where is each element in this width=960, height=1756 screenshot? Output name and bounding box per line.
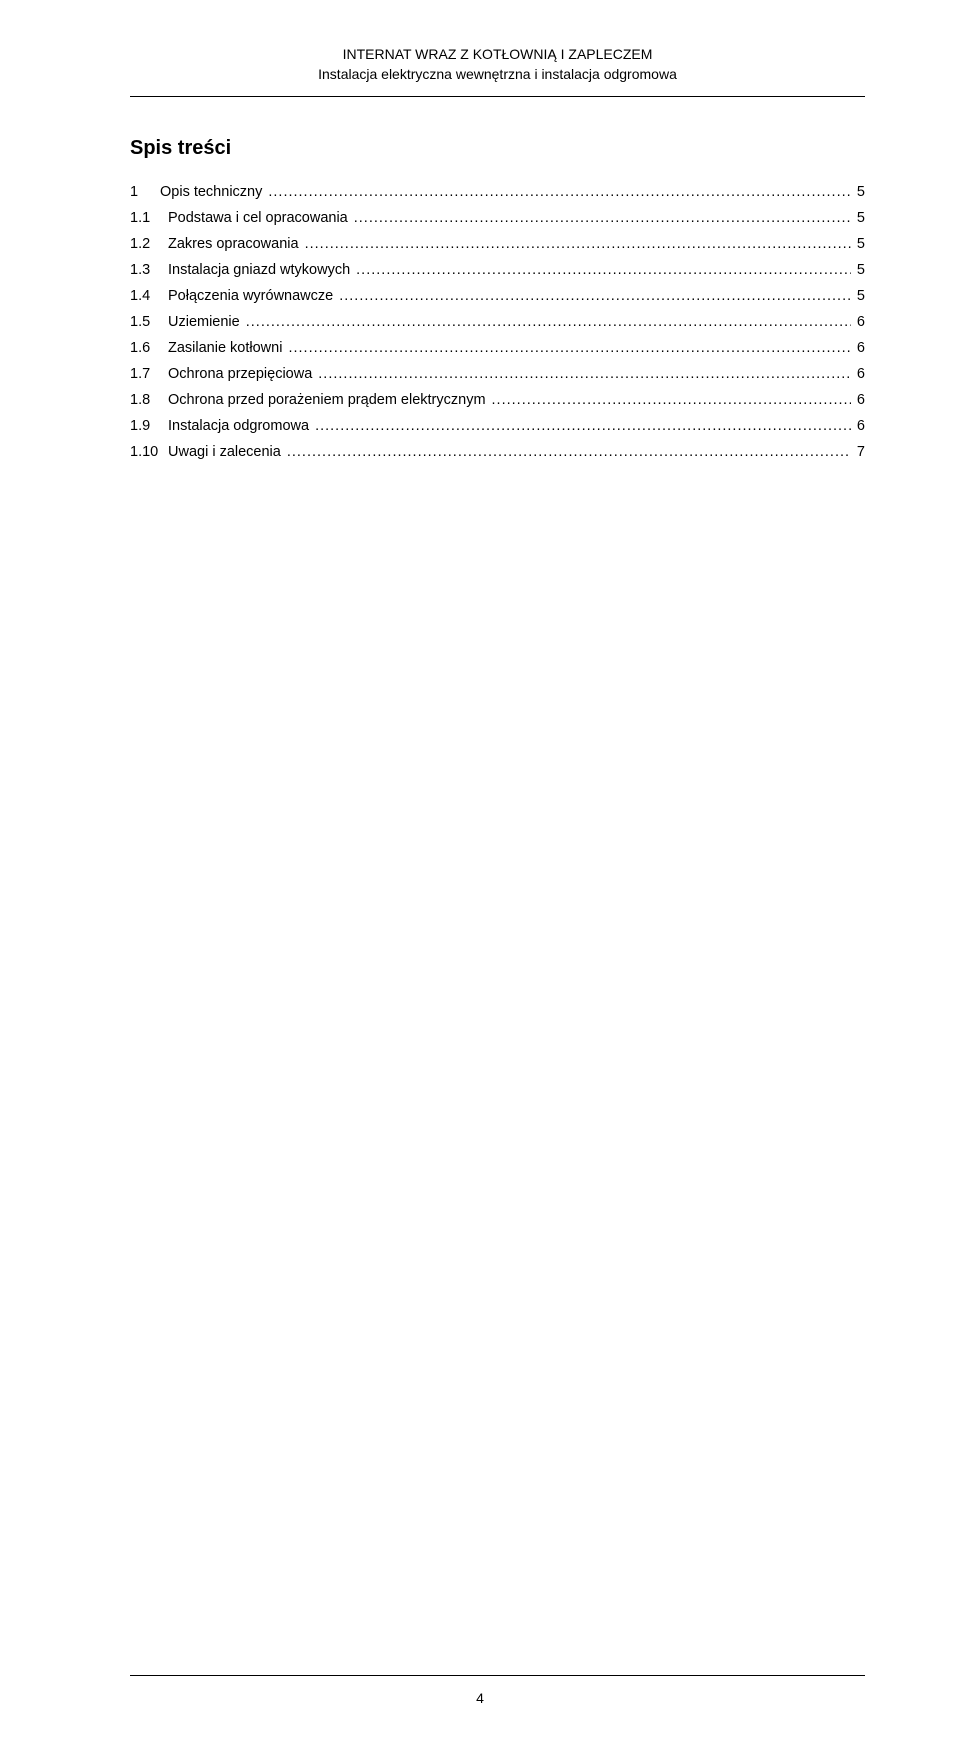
toc-item: 1.10Uwagi i zalecenia 7 (130, 444, 865, 460)
toc-item-page: 5 (857, 236, 865, 252)
toc-item-page: 5 (857, 184, 865, 200)
toc-item-label: Zakres opracowania (168, 236, 299, 252)
toc-item-number: 1.9 (130, 418, 168, 434)
toc-item: 1.7Ochrona przepięciowa 6 (130, 366, 865, 382)
toc-item-page: 6 (857, 366, 865, 382)
footer-divider (130, 1675, 865, 1676)
toc-item: 1.6Zasilanie kotłowni 6 (130, 340, 865, 356)
header-divider (130, 96, 865, 97)
toc-item: 1.4Połączenia wyrównawcze 5 (130, 288, 865, 304)
toc-item: 1.5Uziemienie 6 (130, 314, 865, 330)
toc-item-page: 5 (857, 210, 865, 226)
toc-list: 1Opis techniczny51.1Podstawa i cel oprac… (130, 184, 865, 460)
toc-item-page: 5 (857, 288, 865, 304)
toc-item: 1.2Zakres opracowania 5 (130, 236, 865, 252)
toc-item-page: 5 (857, 262, 865, 278)
toc-item-label: Ochrona przed porażeniem prądem elektryc… (168, 392, 486, 408)
toc-title: Spis treści (130, 137, 865, 160)
toc-item-number: 1.4 (130, 288, 168, 304)
toc-item-label: Uwagi i zalecenia (168, 444, 281, 460)
toc-item-leader (268, 184, 851, 200)
toc-item-page: 6 (857, 314, 865, 330)
toc-item-number: 1.7 (130, 366, 168, 382)
toc-item-number: 1.3 (130, 262, 168, 278)
toc-item-leader (246, 314, 851, 330)
toc-item-page: 7 (857, 444, 865, 460)
toc-item-page: 6 (857, 392, 865, 408)
toc-item-label: Połączenia wyrównawcze (168, 288, 333, 304)
toc-item-number: 1.10 (130, 444, 168, 460)
toc-item-leader (287, 444, 851, 460)
toc-item-label: Ochrona przepięciowa (168, 366, 312, 382)
toc-item-leader (356, 262, 851, 278)
toc-item: 1.9Instalacja odgromowa 6 (130, 418, 865, 434)
toc-item-leader (318, 366, 851, 382)
toc-item: 1Opis techniczny 5 (130, 184, 865, 200)
page-number: 4 (0, 1690, 960, 1706)
toc-item: 1.1Podstawa i cel opracowania 5 (130, 210, 865, 226)
toc-item-label: Instalacja gniazd wtykowych (168, 262, 350, 278)
toc-item-label: Instalacja odgromowa (168, 418, 309, 434)
toc-item-number: 1.1 (130, 210, 168, 226)
toc-item-label: Opis techniczny (160, 184, 262, 200)
toc-item-leader (339, 288, 851, 304)
toc-item-leader (315, 418, 851, 434)
toc-item-leader (354, 210, 851, 226)
toc-item-label: Uziemienie (168, 314, 240, 330)
toc-item: 1.8Ochrona przed porażeniem prądem elekt… (130, 392, 865, 408)
toc-item-page: 6 (857, 340, 865, 356)
toc-item-number: 1.5 (130, 314, 168, 330)
toc-item-number: 1 (130, 184, 160, 200)
document-page: INTERNAT WRAZ Z KOTŁOWNIĄ I ZAPLECZEM In… (0, 0, 960, 515)
header-title-line1: INTERNAT WRAZ Z KOTŁOWNIĄ I ZAPLECZEM (130, 45, 865, 65)
toc-item: 1.3Instalacja gniazd wtykowych 5 (130, 262, 865, 278)
toc-item-leader (492, 392, 851, 408)
toc-item-number: 1.8 (130, 392, 168, 408)
toc-item-leader (305, 236, 851, 252)
toc-item-number: 1.2 (130, 236, 168, 252)
toc-item-page: 6 (857, 418, 865, 434)
toc-item-leader (288, 340, 850, 356)
toc-item-label: Zasilanie kotłowni (168, 340, 282, 356)
toc-item-number: 1.6 (130, 340, 168, 356)
document-header: INTERNAT WRAZ Z KOTŁOWNIĄ I ZAPLECZEM In… (130, 45, 865, 84)
toc-item-label: Podstawa i cel opracowania (168, 210, 348, 226)
header-title-line2: Instalacja elektryczna wewnętrzna i inst… (130, 65, 865, 85)
